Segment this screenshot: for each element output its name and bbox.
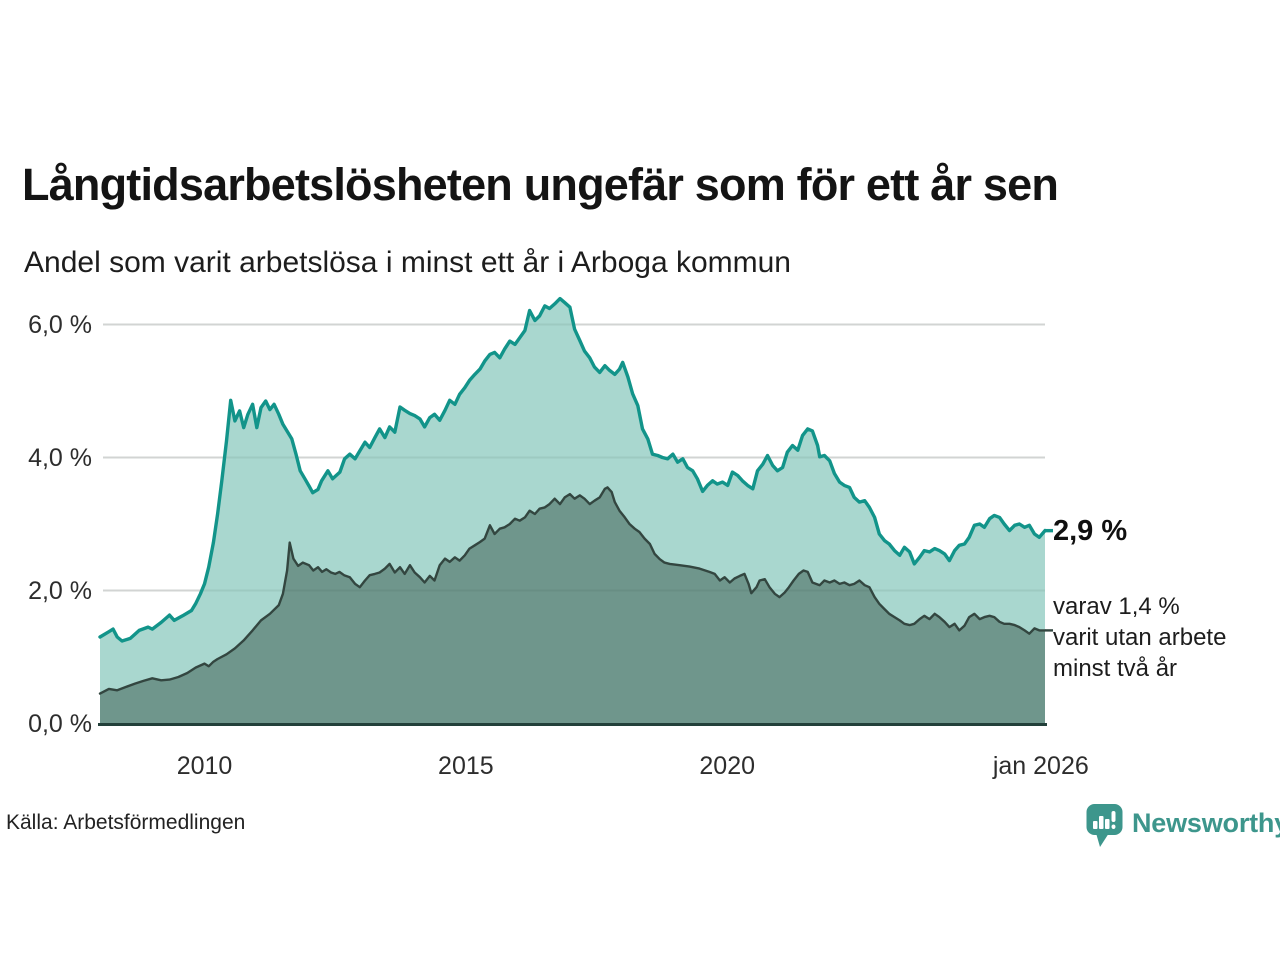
- y-axis-label: 4,0 %: [28, 443, 92, 472]
- secondary-annotation: varav 1,4 % varit utan arbete minst två …: [1053, 591, 1226, 684]
- x-axis-label: 2015: [438, 752, 494, 780]
- y-axis-label: 0,0 %: [28, 709, 92, 738]
- source-note: Källa: Arbetsförmedlingen: [6, 811, 246, 834]
- newsworthy-logo-icon: [1086, 804, 1123, 847]
- latest-value-annotation: 2,9 %: [1053, 515, 1128, 547]
- chart-subtitle: Andel som varit arbetslösa i minst ett å…: [24, 246, 791, 279]
- secondary-annotation-line-3: minst två år: [1053, 655, 1178, 682]
- newsworthy-wordmark: Newsworthy: [1132, 808, 1280, 838]
- secondary-annotation-line-2: varit utan arbete: [1053, 624, 1227, 651]
- x-axis-label: jan 2026: [992, 752, 1089, 780]
- secondary-annotation-line-1: varav 1,4 %: [1053, 593, 1180, 620]
- series-line-2: [98, 486, 1047, 695]
- y-axis-label: 2,0 %: [28, 576, 92, 605]
- x-axis-label: 2010: [176, 752, 233, 780]
- y-axis-label: 6,0 %: [28, 310, 92, 339]
- chart-title: Långtidsarbetslösheten ungefär som för e…: [22, 159, 1059, 211]
- series-area-2: [100, 487, 1045, 724]
- newsworthy-branding: Newsworthy: [1086, 803, 1280, 848]
- x-axis-label: 2020: [699, 752, 756, 780]
- series-line-1: [98, 296, 1047, 643]
